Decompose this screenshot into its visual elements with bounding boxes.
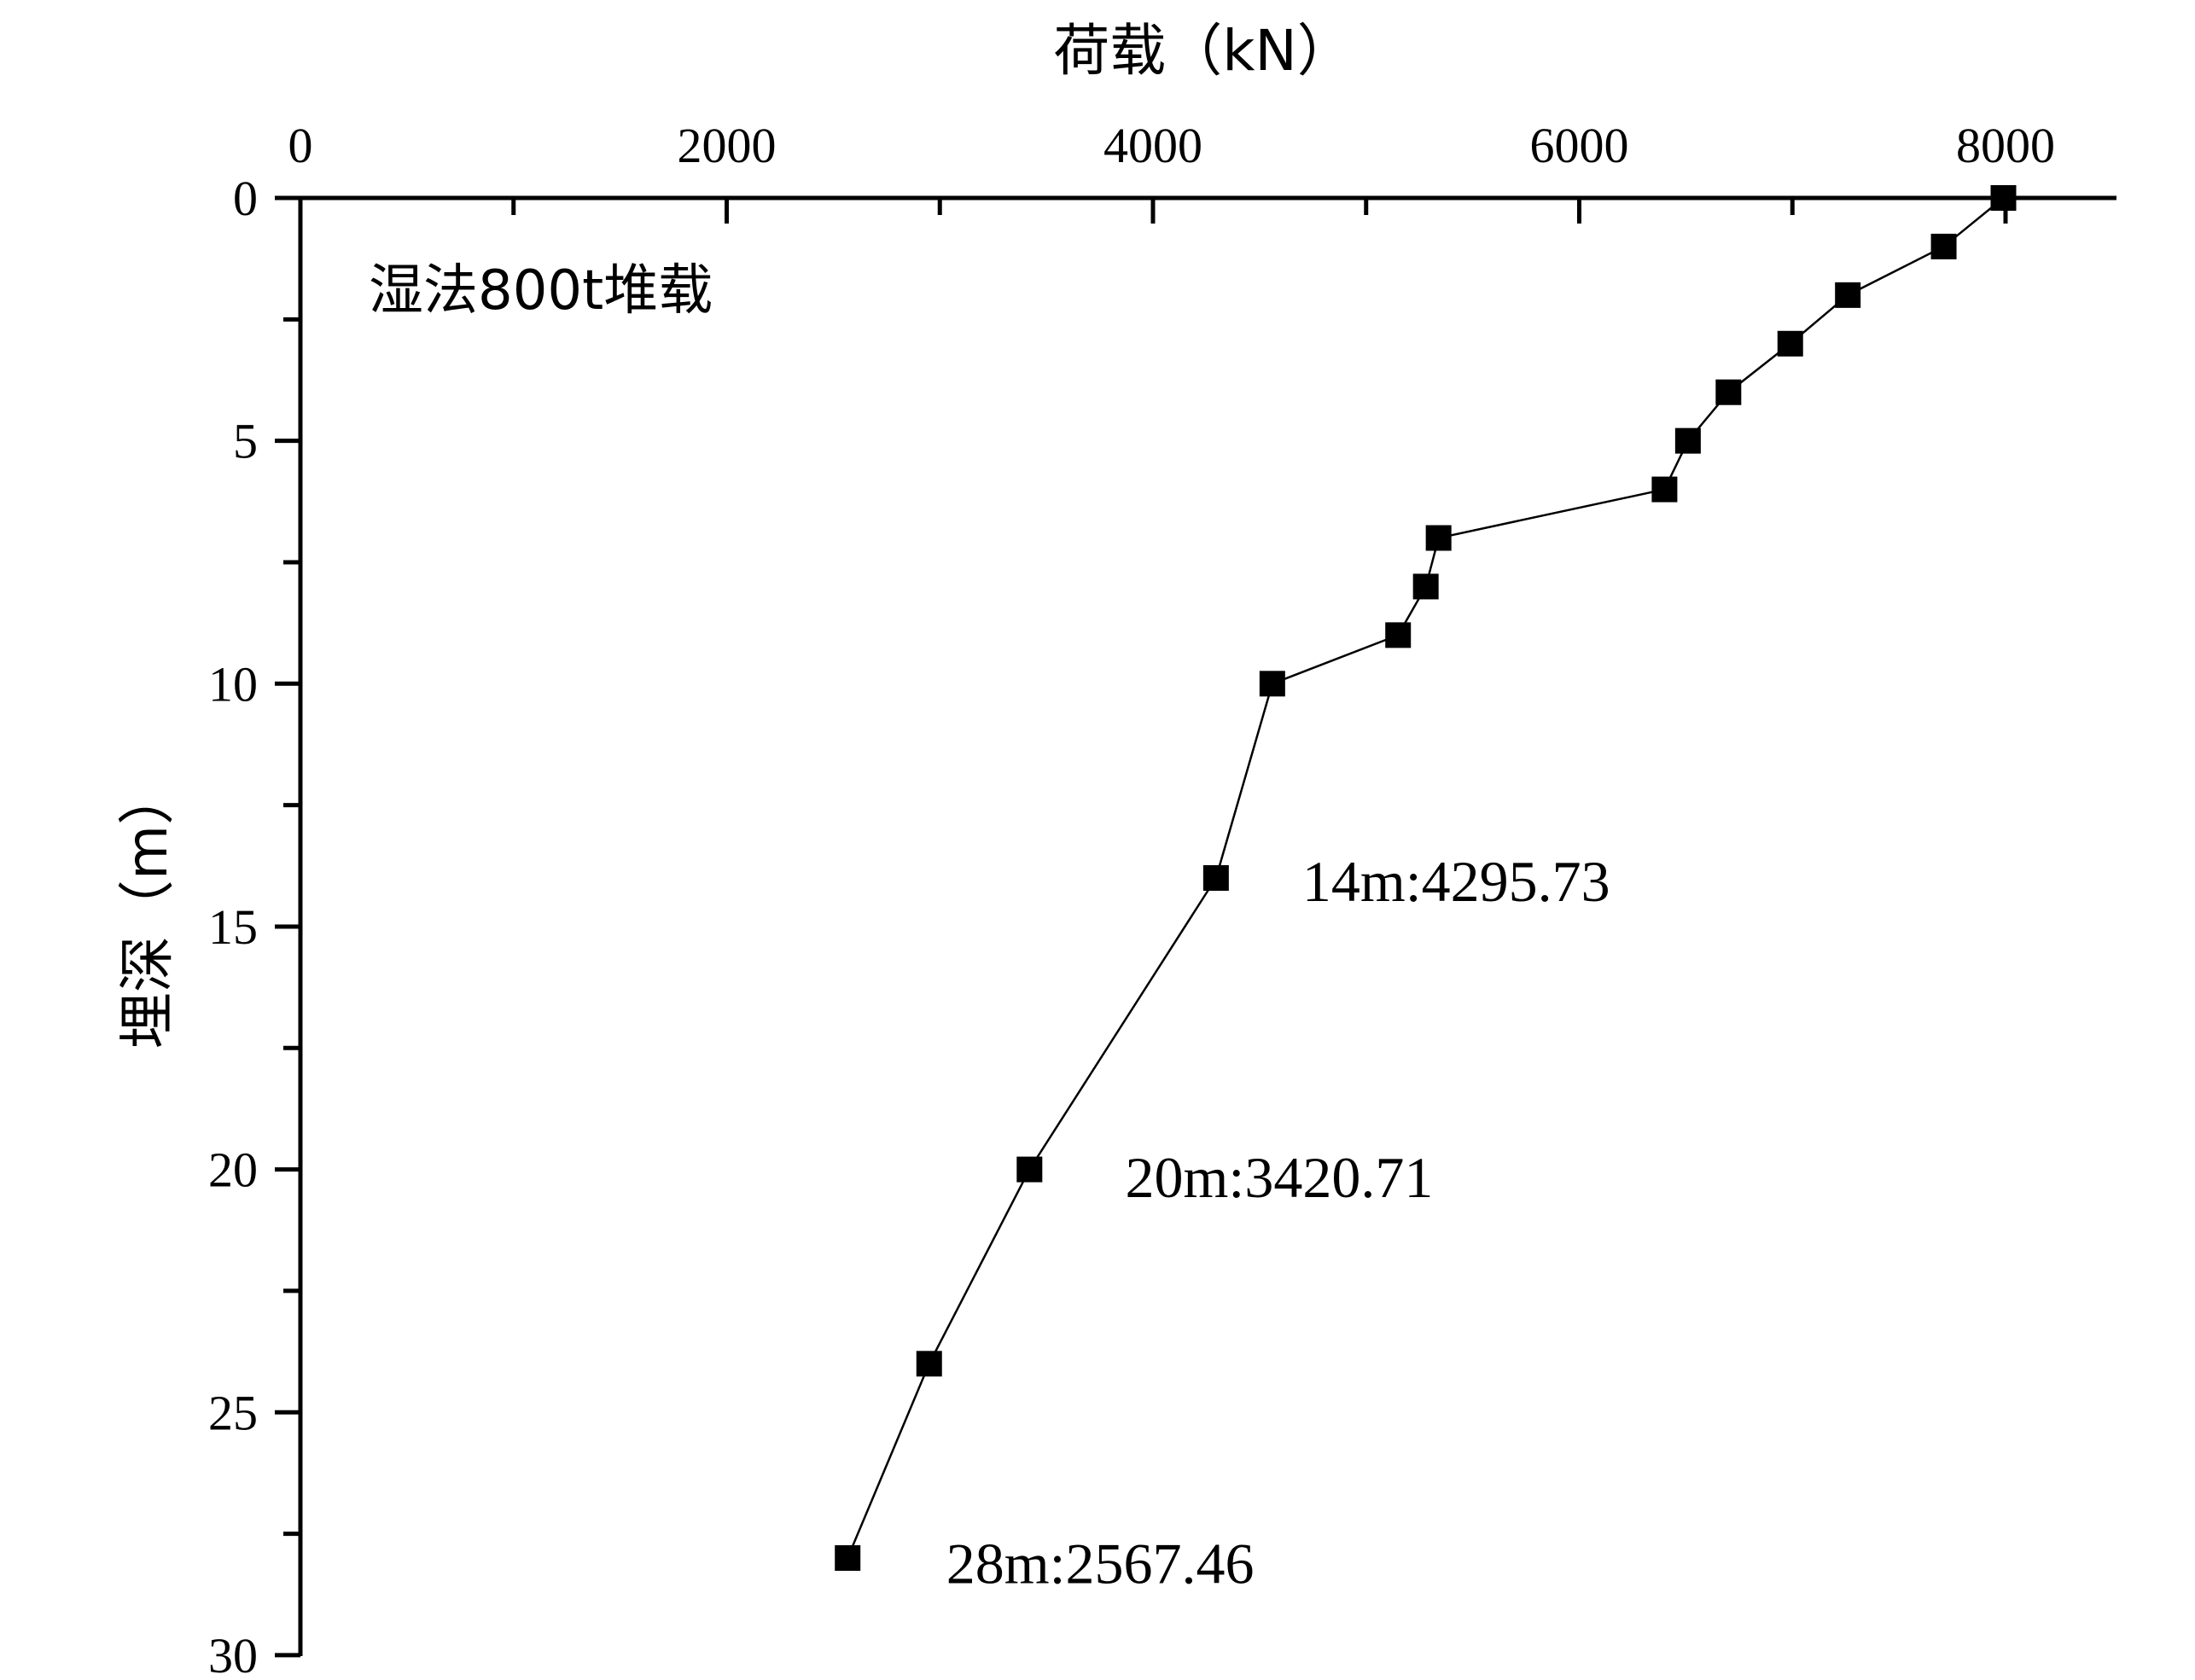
data-point	[1930, 233, 1957, 259]
data-point	[1412, 573, 1439, 600]
y-tick-labels: 0 5 10 15 20 25 30	[208, 171, 258, 1680]
data-point	[1715, 379, 1742, 405]
y-tick-label: 15	[208, 899, 258, 955]
data-point	[1016, 1156, 1043, 1183]
x-tick-label: 2000	[678, 118, 777, 173]
data-point	[1990, 185, 2017, 211]
y-tick-label: 10	[208, 656, 258, 712]
series-group	[835, 185, 2017, 1572]
x-tick-label: 6000	[1530, 118, 1629, 173]
y-tick-label: 30	[208, 1628, 258, 1680]
annotations: 14m:4295.73 20m:3420.71 28m:2567.46	[946, 849, 1610, 1596]
data-point	[1259, 671, 1285, 697]
x-axis-title: 荷载（kN）	[1053, 18, 1354, 84]
data-point	[1202, 865, 1229, 892]
y-axis-title: 埋深（m）	[114, 769, 180, 1049]
y-tick-label: 5	[233, 414, 258, 469]
x-tick-labels: 0 2000 4000 6000 8000	[288, 118, 2056, 173]
data-point	[916, 1351, 942, 1377]
y-tick-label: 0	[233, 171, 258, 226]
data-point	[1385, 622, 1412, 648]
x-tick-label: 0	[288, 118, 313, 173]
series-markers	[835, 185, 2017, 1572]
axes	[298, 195, 2116, 1656]
data-point	[1777, 330, 1803, 357]
y-tick-label: 25	[208, 1385, 258, 1440]
annotation-label: 14m:4295.73	[1302, 849, 1610, 914]
annotation-label: 20m:3420.71	[1126, 1145, 1434, 1210]
data-point	[1425, 525, 1452, 551]
y-ticks	[275, 195, 300, 1658]
x-tick-label: 4000	[1103, 118, 1202, 173]
x-ticks	[298, 198, 2008, 224]
data-point	[1674, 427, 1701, 454]
data-point	[835, 1545, 861, 1572]
x-tick-label: 8000	[1956, 118, 2055, 173]
data-point	[1651, 476, 1678, 503]
chart-label: 湿法800t堆载	[369, 259, 713, 323]
y-tick-label: 20	[208, 1142, 258, 1198]
annotation-label: 28m:2567.46	[946, 1532, 1255, 1596]
data-point	[1835, 282, 1861, 308]
